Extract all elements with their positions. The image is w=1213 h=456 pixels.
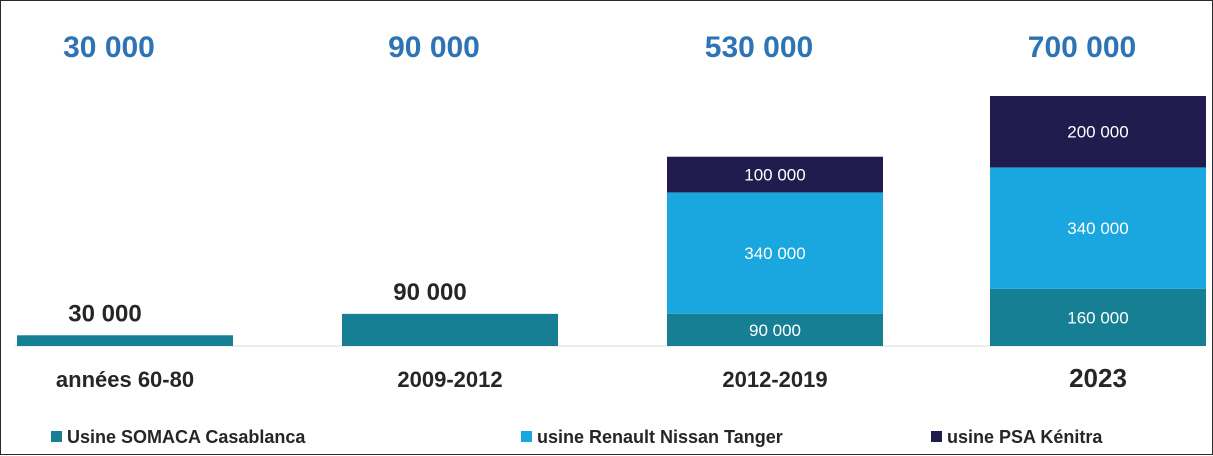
bar-value-label: 90 000: [393, 279, 466, 306]
total-label: 30 000: [63, 31, 155, 64]
segment-label: 90 000: [749, 321, 801, 340]
bar-segment-1-cat-2: [342, 313, 558, 346]
legend-swatch: [51, 431, 62, 442]
segment-label: 160 000: [1067, 308, 1128, 327]
legend-label: usine PSA Kénitra: [947, 427, 1103, 447]
total-label: 530 000: [705, 31, 813, 64]
legend-swatch: [521, 431, 532, 442]
bar-segment-1-cat-1: [17, 335, 233, 346]
segment-label: 200 000: [1067, 123, 1128, 142]
legend-label: usine Renault Nissan Tanger: [537, 427, 783, 447]
category-label: années 60-80: [56, 367, 194, 392]
category-label: 2023: [1069, 363, 1127, 393]
legend-swatch: [931, 431, 942, 442]
bar-segment-2-cat-4: [990, 167, 1206, 289]
bar-segment-1-cat-4: [990, 288, 1206, 346]
bar-segment-2-cat-3: [667, 192, 883, 314]
bar-segment-1-cat-3: [667, 313, 883, 346]
legend-label: Usine SOMACA Casablanca: [67, 427, 306, 447]
total-label: 700 000: [1028, 31, 1136, 64]
bar-value-label: 30 000: [68, 300, 141, 327]
bar-segment-3-cat-3: [667, 156, 883, 193]
bar-segment-3-cat-4: [990, 96, 1206, 168]
segment-label: 100 000: [744, 166, 805, 185]
category-label: 2009-2012: [397, 367, 502, 392]
segment-label: 340 000: [744, 244, 805, 263]
segment-label: 340 000: [1067, 219, 1128, 238]
total-label: 90 000: [388, 31, 480, 64]
category-label: 2012-2019: [722, 367, 827, 392]
